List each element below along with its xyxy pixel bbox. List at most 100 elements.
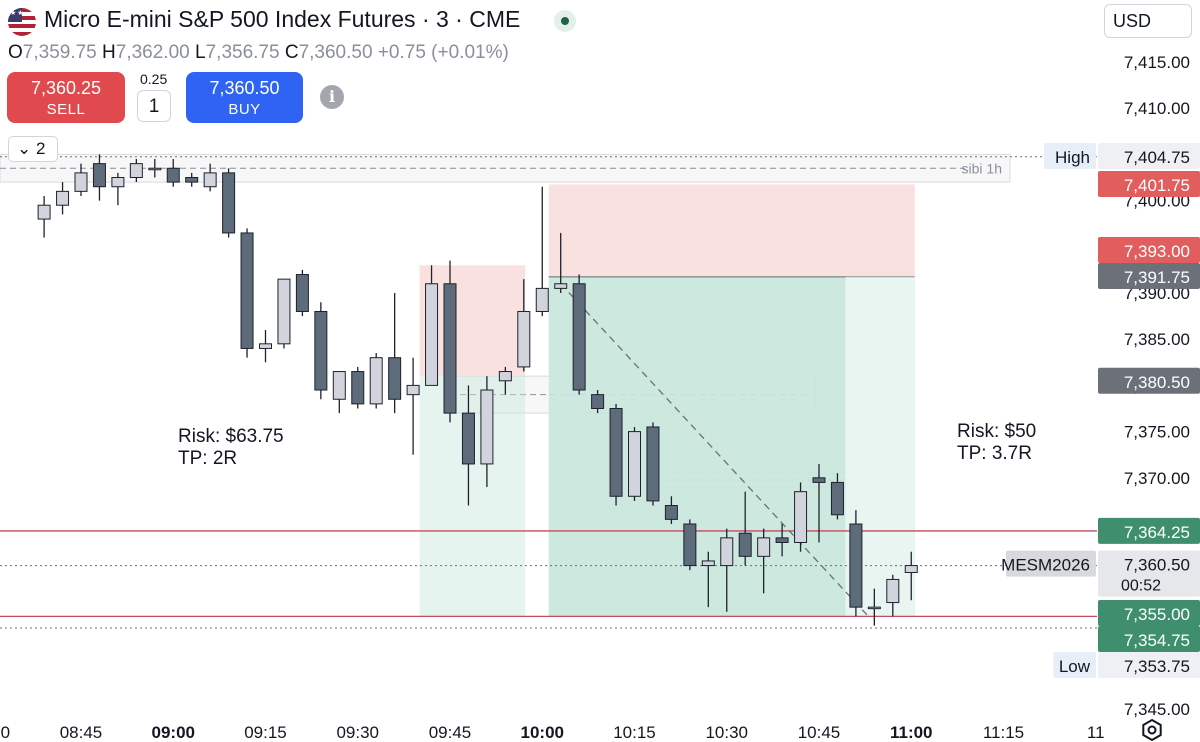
- candle-body: [166, 167, 180, 183]
- candle-body: [369, 357, 383, 405]
- candle-body: [701, 560, 715, 567]
- ohlc-readout: O7,359.75 H7,362.00 L7,356.75 C7,360.50 …: [8, 42, 509, 63]
- price-tag: [1098, 517, 1200, 544]
- x-tick-label: 11:15: [983, 723, 1024, 742]
- candle-body: [664, 505, 678, 520]
- info-icon[interactable]: i: [320, 85, 344, 109]
- candle-body: [203, 172, 217, 188]
- candle-body: [332, 371, 346, 400]
- candle-body: [406, 384, 420, 396]
- price-tag-value: 7,393.00: [1124, 242, 1190, 261]
- risk-zone: [548, 184, 915, 277]
- x-tick-label: 10:30: [705, 723, 748, 742]
- price-tag-label-bg: [1006, 550, 1096, 577]
- x-tick-label: 11:00: [890, 723, 933, 742]
- candle-body: [222, 172, 236, 234]
- currency-selector[interactable]: USD: [1104, 4, 1192, 38]
- x-tick-label: 08:45: [60, 723, 103, 742]
- candle-body: [351, 371, 365, 405]
- candle-body: [295, 274, 309, 312]
- candle-body: [609, 408, 623, 497]
- candle-body: [92, 163, 106, 188]
- price-tag-value: 7,364.25: [1124, 523, 1190, 542]
- candle-body: [259, 343, 272, 349]
- y-tick-label: 7,385.00: [1124, 330, 1190, 349]
- price-tag-label: High: [1055, 148, 1090, 167]
- candle-body: [517, 310, 531, 368]
- candle-body: [904, 565, 918, 574]
- x-tick-label: 10:00: [521, 723, 564, 742]
- buy-label: BUY: [228, 101, 261, 118]
- candle-body: [867, 606, 881, 610]
- price-tag-value: 7,380.50: [1124, 373, 1190, 392]
- candle-body: [498, 371, 512, 382]
- x-tick-label: 11: [1087, 723, 1105, 742]
- price-tag-value: 7,401.75: [1124, 176, 1190, 195]
- price-tag: [1098, 626, 1200, 652]
- quantity-step: 0.25: [140, 71, 168, 87]
- x-tick-label: 09:30: [336, 723, 379, 742]
- price-tag: [1098, 237, 1200, 263]
- indicators-toggle-button[interactable]: ⌄ 2: [8, 136, 58, 162]
- reward-zone: [419, 376, 526, 617]
- symbol-title[interactable]: Micro E-mini S&P 500 Index Futures · 3 ·…: [44, 6, 521, 32]
- price-tag: [1098, 367, 1200, 394]
- x-tick-label: 09:15: [244, 723, 287, 742]
- price-tag-label: Low: [1059, 657, 1091, 676]
- candle-body: [628, 431, 641, 497]
- candle-body: [240, 232, 254, 349]
- position-risk-label: Risk: $50: [957, 421, 1036, 442]
- y-tick-label: 7,375.00: [1124, 423, 1190, 442]
- candle-body: [129, 163, 143, 178]
- quantity-input[interactable]: 1: [137, 90, 171, 122]
- candle-body: [812, 477, 826, 483]
- us-flag-icon: ★★: [8, 8, 36, 36]
- candle-body: [148, 167, 162, 171]
- chevron-down-icon: ⌄: [17, 139, 32, 158]
- candle-body: [591, 394, 605, 410]
- x-tick-label: 08:30: [0, 723, 10, 742]
- price-tag-value: 7,355.00: [1124, 605, 1190, 624]
- price-tag: [1098, 263, 1200, 289]
- trend-line: [560, 283, 869, 617]
- candle-body: [74, 172, 88, 192]
- market-open-dot-icon: [554, 10, 576, 32]
- sell-button[interactable]: 7,360.25 SELL: [7, 72, 125, 123]
- bar-countdown: 00:52: [1121, 578, 1161, 595]
- sell-price: 7,360.25: [30, 78, 102, 98]
- settings-gear-icon[interactable]: [1140, 718, 1164, 742]
- buy-button[interactable]: 7,360.50 BUY: [186, 72, 303, 123]
- candle-body: [314, 310, 328, 391]
- candle-body: [461, 412, 475, 465]
- candle-body: [738, 532, 752, 557]
- price-tag-value: 7,353.75: [1124, 657, 1190, 676]
- candle-body: [554, 283, 568, 289]
- price-tag: [1098, 600, 1200, 626]
- candle-body: [277, 278, 291, 345]
- candle-body: [757, 537, 771, 557]
- x-tick-label: 10:45: [798, 723, 841, 742]
- price-tag: [1098, 171, 1200, 197]
- candle-body: [111, 177, 125, 188]
- candle-body: [886, 578, 900, 604]
- candle-body: [56, 190, 70, 206]
- candle-body: [775, 537, 789, 543]
- price-tag-label: MESM2026: [1001, 556, 1090, 575]
- candle-body: [646, 426, 660, 502]
- price-tag-value: 7,404.75: [1124, 148, 1190, 167]
- x-tick-label: 10:15: [613, 723, 656, 742]
- candle-body: [535, 287, 549, 312]
- buy-price: 7,360.50: [209, 78, 280, 98]
- price-tag-label-bg: [1044, 143, 1096, 169]
- candle-body: [388, 357, 402, 400]
- price-tag: [1098, 652, 1200, 678]
- price-tag: [1098, 143, 1200, 169]
- y-tick-label: 7,415.00: [1124, 53, 1190, 72]
- price-tag-value: 7,354.75: [1124, 631, 1190, 650]
- candle-body: [794, 491, 808, 543]
- price-tag: [1098, 550, 1200, 597]
- price-tag-value: 7,360.50: [1124, 556, 1190, 575]
- candle-body: [37, 204, 51, 220]
- position-risk-label: Risk: $63.75: [178, 426, 284, 447]
